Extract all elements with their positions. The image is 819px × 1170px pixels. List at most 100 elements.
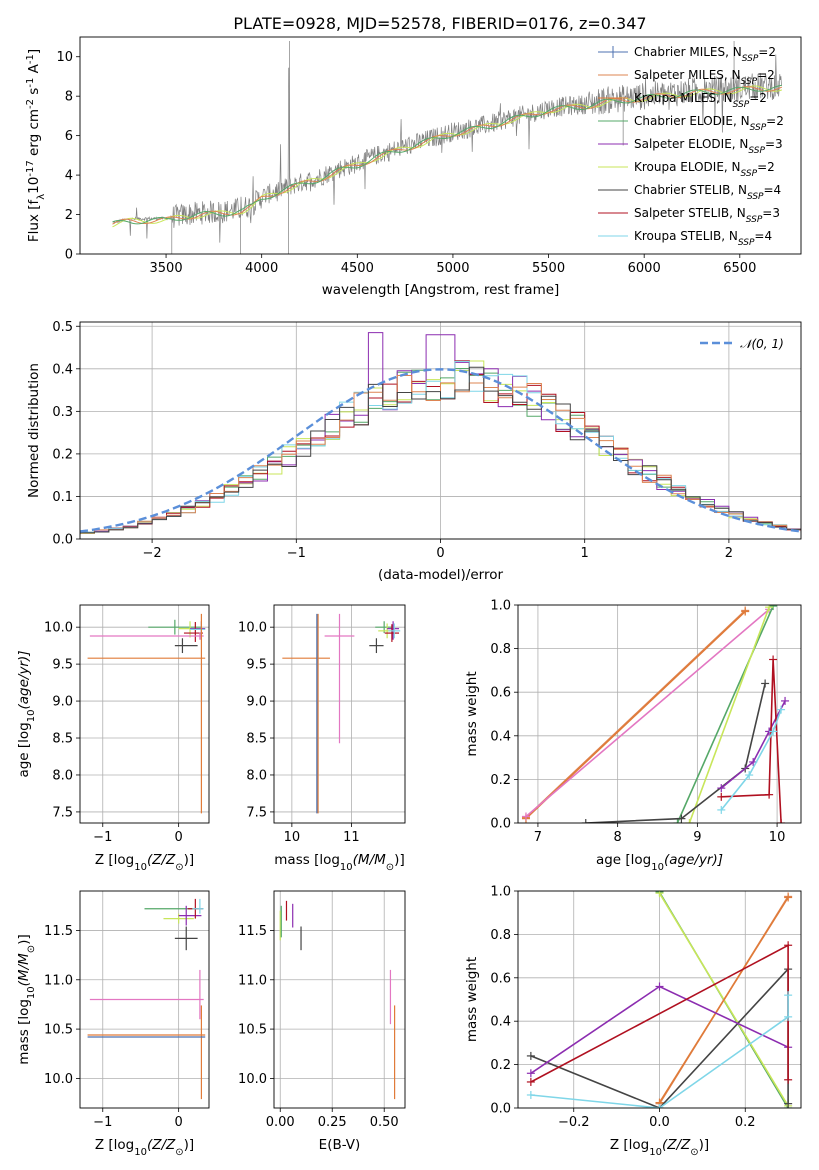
x-tick-label: 7 <box>534 830 542 845</box>
series-line <box>720 700 786 789</box>
mass-weight-vs-metallicity-data <box>526 891 793 1108</box>
y-tick-label: 0.6 <box>490 686 511 701</box>
legend-label: Chabrier ELODIE, NSSP=2 <box>634 114 784 133</box>
legend-label: Salpeter MILES, NSSP=2 <box>634 68 775 87</box>
series-line <box>585 683 766 823</box>
gaussian-curve <box>80 368 801 533</box>
errorbar-point <box>192 898 204 914</box>
x-axis-label: age [log10(age/yr)] <box>596 852 723 873</box>
legend-label: Kroupa ELODIE, NSSP=2 <box>634 160 775 179</box>
label-part: 10 <box>134 1147 147 1158</box>
axes-frame <box>79 604 210 824</box>
y-tick-label: 10 <box>56 50 73 65</box>
errorbar-point <box>384 624 400 642</box>
legend-label-sub: SSP <box>742 54 759 64</box>
legend-label-tail: =2 <box>757 68 775 82</box>
charts-layer: 3500 4000 4500 5000 5500 6000 65000246810wavel… <box>16 36 802 1158</box>
x-tick-label: 0 <box>175 1115 183 1130</box>
y-tick-label: 0.4 <box>490 729 511 744</box>
mass-vs-ebv-panel: 0.00 0.25 0.50 10.0 10.5 11.0 11.5 E(B-V) <box>238 890 406 1153</box>
errorbar-point <box>148 619 202 635</box>
label-part: (age/yr)] <box>664 852 723 868</box>
legend-label-tail: =2 <box>766 114 784 128</box>
errorbar-point <box>388 623 401 639</box>
label-part: Z [log <box>95 852 134 868</box>
series-line <box>525 610 746 820</box>
y-axis-label: Normed distribution <box>26 363 42 498</box>
errorbar-point <box>87 1005 206 1100</box>
legend-label: Kroupa MILES, NSSP=2 <box>634 91 767 110</box>
legend-label-sub: SSP <box>738 238 755 248</box>
label-part: ⊙ <box>690 1147 698 1158</box>
line-series <box>655 893 793 1107</box>
y-tick-label: 0.0 <box>490 1102 511 1117</box>
y-tick-label: 0.4 <box>490 1015 511 1030</box>
label-part: -17 <box>25 160 36 176</box>
legend-label-main: Salpeter ELODIE, N <box>634 137 748 151</box>
x-tick-label: −1 <box>287 546 306 561</box>
y-tick-label: 10.0 <box>238 1072 267 1087</box>
legend-label-tail: =2 <box>757 160 775 174</box>
axes-frame <box>273 890 406 1109</box>
y-axis-label: age [log10(age/yr)] <box>16 650 37 777</box>
x-tick-label: 0.25 <box>318 1115 347 1130</box>
errorbar-point <box>174 638 198 654</box>
legend-label-sub: SSP <box>746 215 763 225</box>
histogram-series <box>80 366 801 536</box>
label-part: )] <box>699 1137 710 1153</box>
legend-label-sub: SSP <box>750 123 767 133</box>
mass-vs-ebv-data <box>279 900 396 1100</box>
axes-frame <box>517 890 802 1109</box>
y-tick-label: 9.5 <box>246 658 267 673</box>
axes-frame <box>517 604 802 824</box>
line-series <box>581 679 770 823</box>
x-tick-label: −1 <box>93 1115 112 1130</box>
label-part: ] <box>26 49 42 54</box>
line-series <box>673 605 778 823</box>
legend-label-tail: =4 <box>754 229 772 243</box>
legend-label: Kroupa STELIB, NSSP=4 <box>634 229 772 248</box>
legend-label: Salpeter ELODIE, NSSP=3 <box>634 137 783 156</box>
label-part: (M/M <box>16 953 32 986</box>
label-part: 10 <box>134 862 147 873</box>
mass-vs-metallicity-data <box>87 898 206 1100</box>
y-tick-label: 11.5 <box>44 924 73 939</box>
spectrum-model-line <box>112 84 782 225</box>
x-tick-label: 4000 <box>245 261 278 276</box>
label-part: 10 <box>649 1147 662 1158</box>
y-axis-label: Flux [fλ10-17 erg cm-2 s-1 A-1] <box>25 49 47 242</box>
label-part: A <box>26 63 42 77</box>
y-tick-label: 11.0 <box>238 973 267 988</box>
y-tick-label: 9.5 <box>52 658 73 673</box>
label-part: (Z/Z <box>147 852 176 868</box>
mass-weight-vs-age-data <box>521 605 790 823</box>
series-line <box>688 606 770 823</box>
legend-label-main: Chabrier STELIB, N <box>634 183 747 197</box>
legend-label: Salpeter STELIB, NSSP=3 <box>634 206 780 225</box>
y-tick-label: 0.0 <box>52 533 73 548</box>
y-tick-label: 0.2 <box>490 1058 511 1073</box>
age-vs-metallicity-data <box>87 613 206 814</box>
x-tick-label: 0.0 <box>649 1115 670 1130</box>
label-part: ⊙ <box>175 862 183 873</box>
label-part: Flux [f <box>26 199 42 243</box>
histogram-data <box>80 332 801 536</box>
y-tick-label: 10.0 <box>238 621 267 636</box>
legend-label-main: Kroupa MILES, N <box>634 91 733 105</box>
y-tick-label: 0.5 <box>52 320 73 335</box>
errorbar-point <box>190 621 206 637</box>
label-part: 10 <box>651 862 664 873</box>
y-tick-label: 9.0 <box>246 695 267 710</box>
x-axis-label: Z [log10(Z/Z⊙)] <box>610 1137 709 1158</box>
x-tick-label: 4500 <box>341 261 374 276</box>
spectrum-model-line <box>112 85 783 228</box>
y-tick-label: 8 <box>65 90 73 105</box>
y-tick-label: 0.8 <box>490 928 511 943</box>
y-tick-label: 9.0 <box>52 695 73 710</box>
y-tick-label: 0.4 <box>52 362 73 377</box>
label-part: (M/M <box>353 852 386 868</box>
y-axis-label: mass [log10(M/M⊙)] <box>16 934 37 1064</box>
y-tick-label: 0.8 <box>490 642 511 657</box>
line-series <box>526 941 793 1086</box>
spectrum-data <box>112 40 783 254</box>
